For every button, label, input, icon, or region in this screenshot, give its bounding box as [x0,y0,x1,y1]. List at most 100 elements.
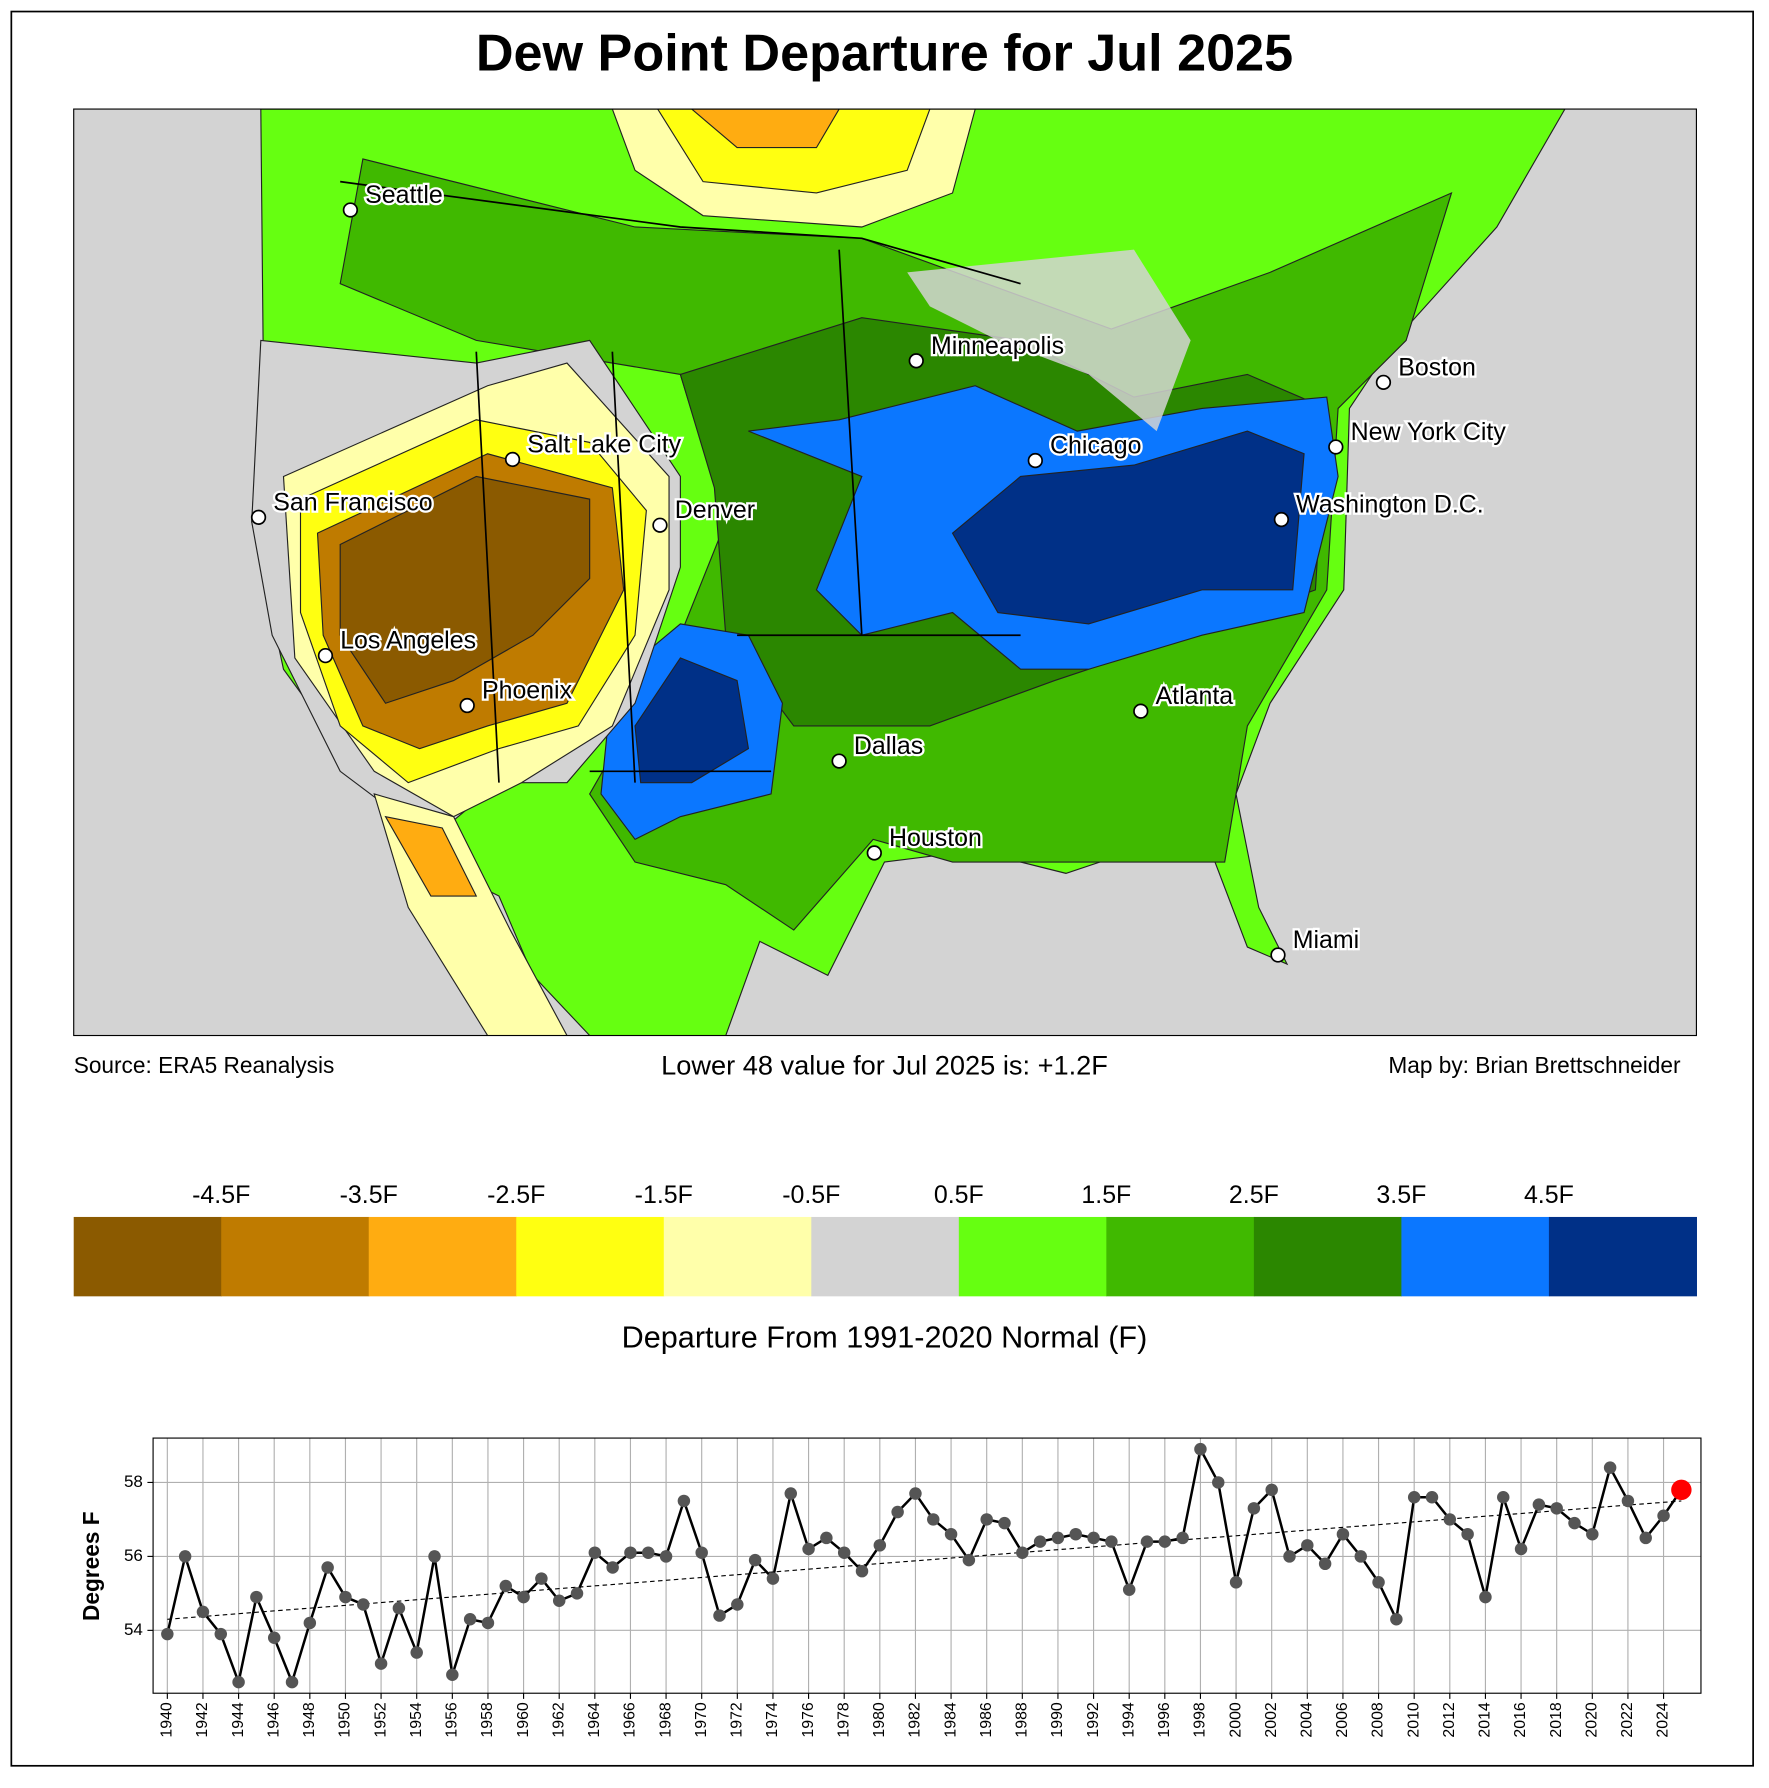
city-marker [866,845,882,861]
data-point [1568,1516,1581,1530]
y-tick-label: 54 [124,1620,143,1639]
data-point [855,1564,869,1578]
city-marker [1027,452,1043,469]
data-point [927,1513,940,1526]
data-point [1603,1461,1617,1474]
data-point [820,1531,833,1545]
data-point [677,1494,691,1508]
data-point [1265,1483,1278,1497]
x-tick-label: 2024 [1655,1702,1672,1737]
data-point [552,1594,566,1608]
data-point [962,1553,976,1567]
colorbar-tick-label: -1.5F [635,1181,693,1209]
x-tick-label: 1978 [835,1702,852,1737]
city-label: Salt Lake City [527,430,681,458]
x-tick-label: 2000 [1227,1702,1244,1737]
map-source: Source: ERA5 Reanalysis [74,1052,335,1078]
colorbar-tick-label: 1.5F [1081,1181,1131,1209]
data-point [1229,1576,1243,1589]
y-axis-label: Degrees F [78,1511,104,1621]
map-credit: Map by: Brian Brettschneider [1388,1052,1681,1078]
x-tick-label: 1954 [408,1702,425,1737]
x-tick-label: 1998 [1192,1702,1209,1737]
data-point [1051,1531,1065,1545]
city-label: Los Angeles [340,627,476,655]
map-summary: Lower 48 value for Jul 2025 is: +1.2F [661,1049,1108,1080]
x-tick-label: 1946 [265,1702,282,1737]
x-tick-label: 1970 [693,1702,710,1737]
x-tick-label: 1980 [871,1702,888,1737]
data-point [1105,1535,1118,1548]
title: Dew Point Departure for Jul 2025 [476,25,1293,83]
data-point [1586,1527,1599,1541]
x-tick-label: 1974 [764,1702,781,1737]
data-point [1354,1550,1367,1563]
data-point [837,1546,851,1559]
x-tick-label: 1944 [230,1702,247,1737]
colorbar-label: Departure From 1991-2020 Normal (F) [622,1321,1148,1355]
data-point [802,1542,815,1556]
data-line [166,1445,1683,1687]
data-point [1033,1535,1047,1548]
city-label: Denver [675,496,755,524]
data-point [1194,1442,1207,1456]
x-tick-label: 1964 [586,1702,603,1737]
data-point [588,1546,602,1559]
data-point [891,1505,904,1519]
x-tick-label: 1986 [978,1702,995,1737]
city-label: Boston [1398,353,1476,381]
colorbar: -4.5F -3.5F -2.5F -1.5F -0.5F 0.5F 1.5F 2.5F 3.5… [73,1181,1697,1297]
colorbar-swatch [73,1216,222,1297]
data-point [1069,1527,1082,1541]
x-tick-label: 1988 [1014,1702,1031,1737]
colorbar-tick-label: -4.5F [192,1181,250,1209]
data-point [428,1550,441,1563]
city-label: Washington D.C. [1296,491,1484,519]
data-point [463,1613,477,1626]
data-point [1639,1531,1652,1545]
x-tick-label: 1968 [657,1702,674,1737]
data-point [873,1539,887,1552]
x-tick-label: 2014 [1477,1702,1494,1737]
colorbar-swatch [368,1216,517,1297]
city-marker [1273,511,1290,528]
data-point [1425,1491,1439,1504]
x-tick-label: 1962 [550,1702,567,1737]
data-point [392,1601,406,1615]
frame [10,10,1754,1767]
data-point [1461,1527,1474,1541]
city-label: Phoenix [482,677,573,705]
data-point [748,1553,762,1567]
colorbar-tick-label: -3.5F [340,1181,398,1209]
data-point [1247,1502,1261,1515]
data-point [624,1546,637,1559]
city-marker [1133,703,1149,719]
x-tick-label: 2012 [1441,1702,1458,1737]
x-tick-label: 1976 [800,1702,817,1737]
data-point [214,1627,228,1641]
data-point [1390,1613,1403,1626]
city-marker [317,647,334,664]
city-label: Dallas [854,732,923,760]
x-tick-label: 1958 [479,1702,496,1737]
data-point [196,1605,210,1619]
city-label: Minneapolis [931,332,1064,360]
data-point [1318,1557,1332,1571]
city-label: San Francisco [273,488,432,516]
data-point [998,1516,1011,1530]
data-point [517,1590,530,1604]
x-tick-label: 2004 [1299,1702,1316,1737]
x-tick-label: 2006 [1334,1702,1351,1737]
data-point [267,1631,281,1644]
colorbar-swatch [811,1216,960,1297]
x-tick-label: 2016 [1512,1702,1529,1737]
data-point [161,1627,174,1641]
data-point [1212,1476,1225,1489]
data-point [303,1616,317,1630]
data-point [570,1587,584,1600]
data-point [1283,1550,1296,1563]
city-label: Houston [889,824,982,852]
plot-border [152,1437,1702,1694]
city-layer: Seattle Minneapolis Boston Salt Lake City Ch… [250,179,1509,963]
